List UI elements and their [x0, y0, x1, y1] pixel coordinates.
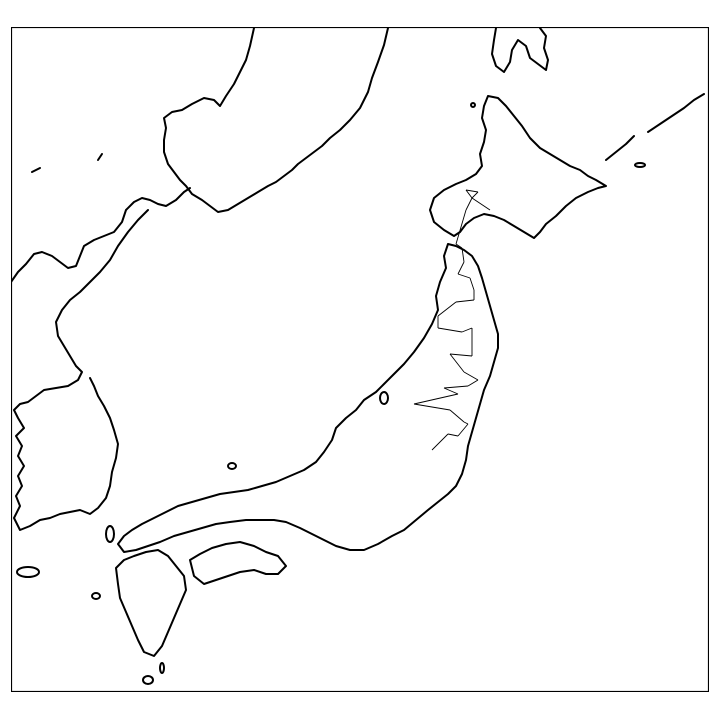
coastline-yakushima: [142, 675, 154, 685]
map-border: [11, 27, 709, 692]
network-edge: [449, 409, 465, 423]
coastline-tsushima: [105, 525, 115, 543]
network-edge: [471, 191, 479, 199]
network-edge: [431, 433, 449, 451]
network-edge: [461, 247, 465, 263]
coastline-korea: [13, 209, 149, 531]
network-edge: [449, 353, 465, 373]
coastline-honshu: [117, 243, 499, 553]
network-edge: [463, 371, 479, 381]
network-edge: [449, 353, 473, 357]
network-edge: [465, 189, 473, 199]
network-edge: [463, 421, 469, 425]
coastline-sado: [379, 391, 389, 405]
coastline-shikoku: [189, 541, 287, 585]
network-edges: [413, 189, 491, 451]
network-edge: [467, 379, 479, 387]
coastline-jeju: [16, 566, 40, 578]
network-edge: [447, 433, 459, 437]
network-edge: [457, 273, 471, 279]
network-edge: [443, 385, 469, 389]
network-edge: [443, 387, 459, 395]
network-edge: [455, 299, 475, 303]
coastline-kyushu: [115, 549, 187, 657]
network-edge: [413, 403, 439, 409]
coastline-russia: [163, 27, 389, 213]
coastline-kurils: [605, 93, 705, 161]
network-edge: [455, 243, 463, 249]
network-edge: [457, 261, 465, 275]
network-edge: [465, 197, 473, 211]
map-canvas: [11, 27, 709, 692]
network-edge: [457, 423, 469, 437]
coastline-primorye-islet: [31, 153, 103, 173]
network-edge: [455, 209, 467, 245]
network-edge: [437, 301, 457, 317]
network-edge: [413, 393, 459, 405]
coastline-rishiri: [470, 102, 476, 108]
coastline-tanegashima: [159, 662, 165, 674]
coastline-oki: [227, 462, 237, 470]
coastline-hokkaido: [429, 95, 607, 239]
coastline-ukushima: [91, 592, 101, 600]
coastline-shikotan: [634, 162, 646, 168]
network-edge: [461, 327, 473, 333]
network-edge: [471, 197, 491, 211]
network-edge: [469, 277, 475, 291]
coastline-sakhalin: [491, 27, 549, 73]
coastlines: [11, 27, 705, 685]
map-frame: [11, 27, 709, 692]
network-edge: [437, 407, 451, 411]
network-edge: [437, 327, 463, 333]
network-edge: [465, 189, 479, 193]
coastline-china: [11, 187, 191, 283]
